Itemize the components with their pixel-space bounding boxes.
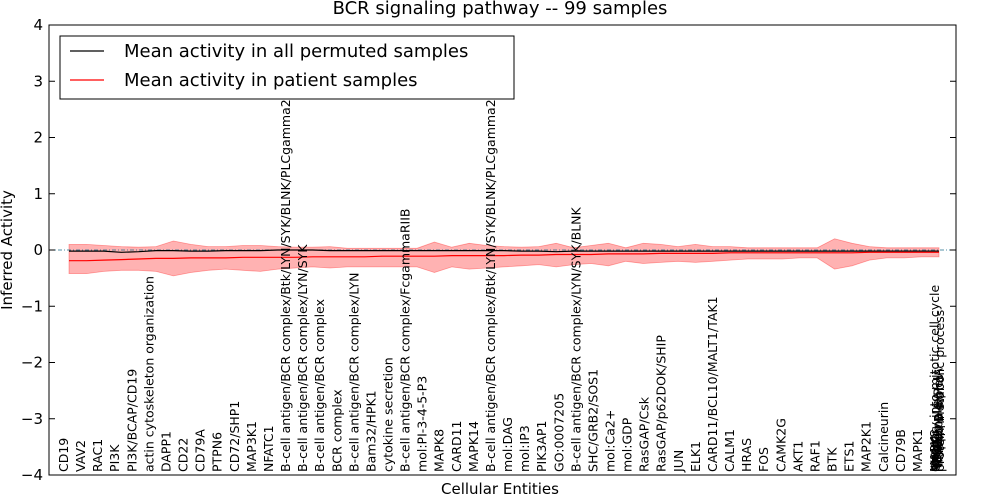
x-category-label: GO:0007205 [551,393,566,472]
x-category-label: DAPP1 [159,431,174,472]
x-category-label: PIK3AP1 [534,421,549,472]
x-category-label: RasGAP/Csk [637,396,652,472]
x-category-label: CARD11/BCL10/MALT1/TAK1 [705,296,720,472]
x-category-label: CD79B [893,429,908,472]
x-category-label: B-cell antigen/BCR complex/Btk/LYN/SYK/B… [483,99,498,472]
y-tick-label: −3 [21,410,43,428]
x-category-label: PI3K/BCAP/CD19 [124,369,139,472]
x-axis-label: Cellular Entities [441,480,559,498]
x-category-label: CD79A [193,429,208,472]
x-category-label: RAC1 [90,439,105,472]
x-category-label: mol:Ca2+ [603,410,618,472]
x-category-label: B-cell antigen/BCR complex [312,299,327,472]
y-tick-label: 2 [33,129,43,147]
x-category-label: Bam32/HPK1 [363,390,378,472]
x-category-label: protein metabolic process [932,310,947,472]
y-tick-label: 3 [33,72,43,90]
x-category-label: ELK1 [688,441,703,472]
x-category-label: AKT1 [790,441,805,472]
x-category-label: mol:GDP [620,417,635,472]
x-category-label: cytokine secretion [381,357,396,472]
y-tick-label: −4 [21,466,43,484]
x-category-label: PTPN6 [210,432,225,472]
series-line-permuted [69,249,939,253]
x-category-label: RasGAP/p62DOK/SHIP [654,335,669,472]
x-category-label: mol:IP3 [517,425,532,472]
x-category-label: I kappa B alpha [931,375,946,472]
y-tick-label: 0 [33,241,43,259]
x-category-label: MAP2K1 [859,421,874,472]
x-category-label: NFKB1 [930,431,945,472]
x-category-label: CD22 [176,438,191,472]
x-category-label: actin cytoskeleton organization [141,276,156,472]
x-category-label: re-entry into mitotic cell cycle [927,284,942,472]
y-axis-label: Inferred Activity [0,190,16,310]
x-category-label: HRAS [739,438,754,472]
y-tick-label: −1 [21,297,43,315]
legend-box [59,35,515,100]
x-category-label: mol:DAG [500,417,515,472]
x-category-label: MAPK3 [927,429,942,472]
x-category-label: ETS1 [842,441,857,472]
patient-spread-band [68,238,940,277]
x-category-label: B-cell antigen/BCR complex/LYN/SYK/BLNK [568,206,583,472]
x-category-label: B-cell antigen/BCR complex/LYN/SYK [295,244,310,472]
x-category-label: CALM1 [722,429,737,472]
x-category-label: SHC/GRB2/SOS1 [585,369,600,472]
y-tick-label: 4 [33,16,43,34]
x-category-label: CD72/SHP1 [227,401,242,472]
x-category-label: NF-kappa-B/RelA [931,368,946,472]
x-category-label: IKK complex [929,395,944,472]
x-category-label: JUN [671,450,686,473]
x-category-label: MAP3K1 [244,421,259,472]
y-tick-label: 1 [33,185,43,203]
x-category-label: RELA [929,439,944,472]
x-category-label: IKBKG [928,434,943,472]
x-category-label: FOS [756,447,771,472]
x-category-label: PI3K [107,444,122,472]
x-category-label: CARD11 [449,420,464,472]
legend-entry-label: Mean activity in patient samples [124,70,418,91]
x-category-label: BTK [825,447,840,472]
x-category-label: CAMK2G [773,418,788,472]
x-category-label: B-cell antigen/BCR complex/LYN [346,272,361,472]
x-category-label: Calcineurin [876,402,891,472]
x-category-label: B-cell antigen/BCR complex/FcgammaRIIB [398,209,413,473]
series-line-patient [69,251,939,262]
x-category-label: BCR complex [329,389,344,472]
plot-frame [48,24,957,476]
chart-title: BCR signaling pathway -- 99 samples [333,0,668,19]
legend-entry-label: Mean activity in all permuted samples [124,41,468,62]
x-category-label: NFATC1 [261,425,276,472]
x-category-label: B-cell antigen/BCR complex/Btk/LYN/SYK/B… [278,99,293,472]
x-category-label: RAF1 [808,440,823,472]
x-category-label: MAPK14 [466,421,481,472]
y-tick-label: −2 [21,354,43,372]
x-category-label: VAV2 [73,440,88,472]
x-category-label: CD19 [56,438,71,472]
x-category-label: mol:PI-3-4-5-P3 [415,376,430,472]
x-category-label: MAPK1 [910,429,925,472]
x-category-label: CHUK [928,436,943,472]
x-category-label: MAPK8 [432,429,447,472]
